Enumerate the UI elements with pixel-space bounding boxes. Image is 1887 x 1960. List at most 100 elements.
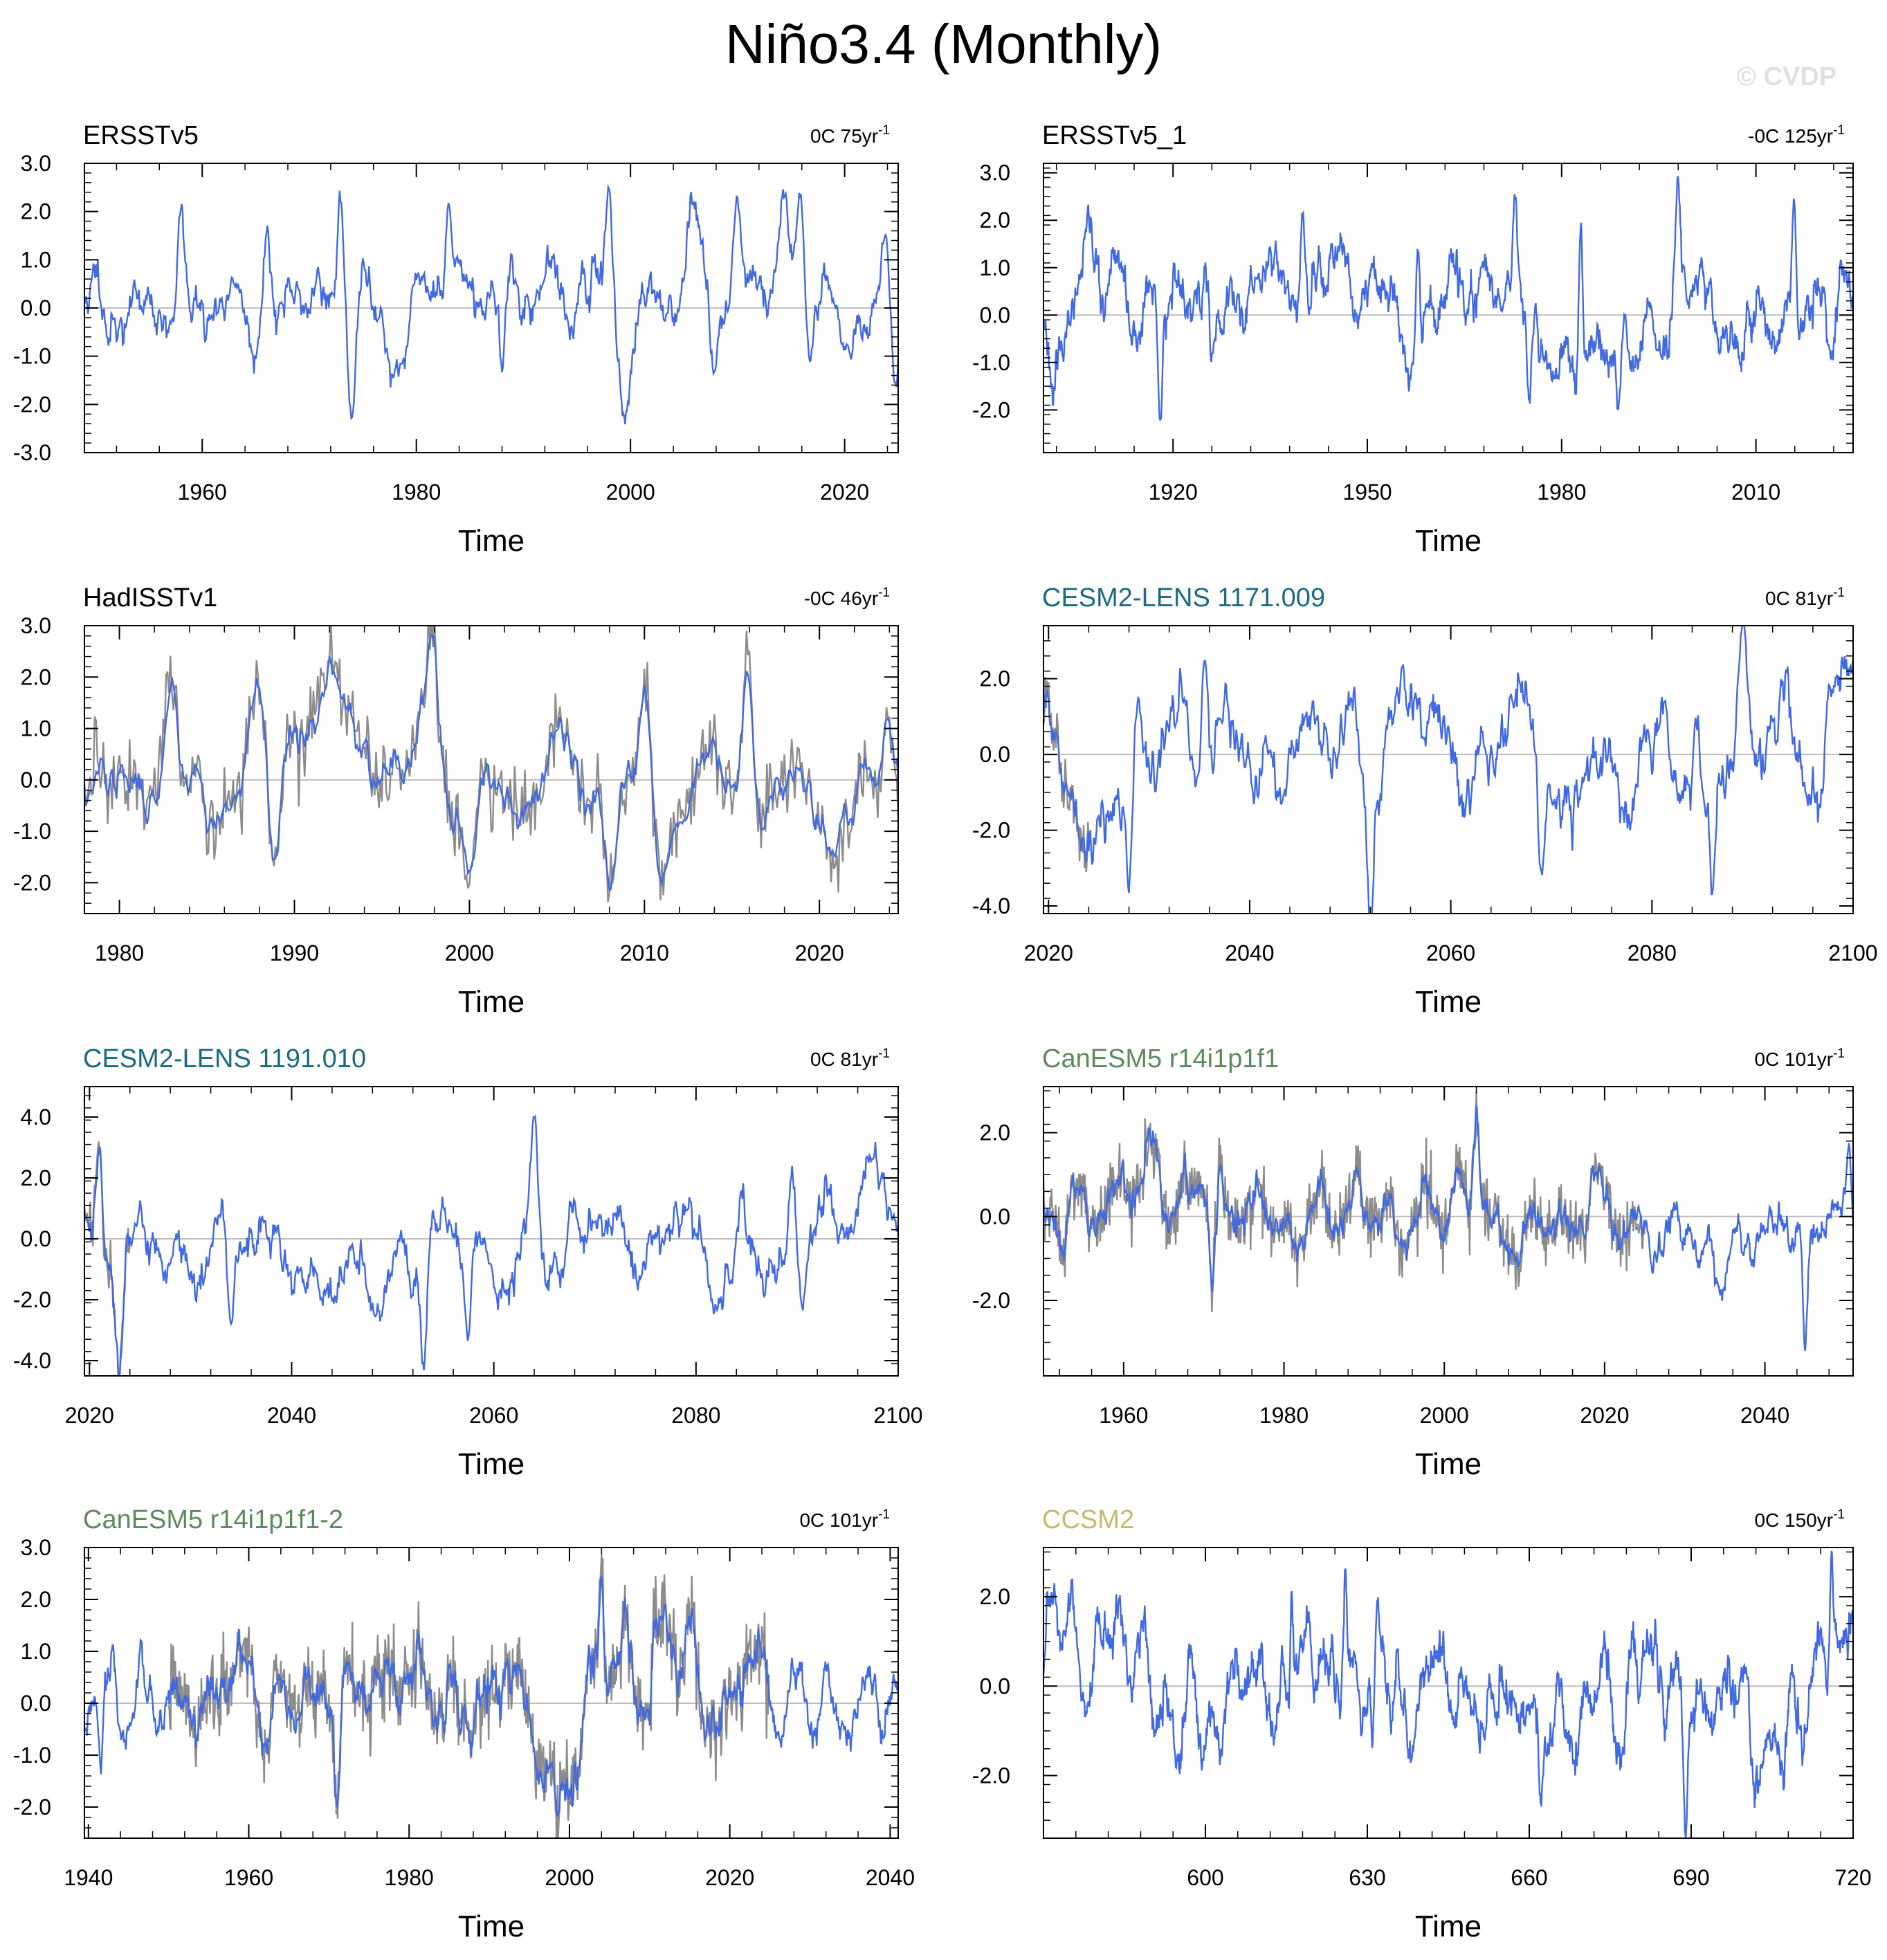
chart-panel: ERSSTv5 0C 75yr-1 -3.0 -2.0 -1.0 0.0 1.0 2.0 3.0… — [13, 121, 899, 558]
panel-title: ERSSTv5_1 — [1042, 121, 1187, 150]
trend-superscript: -1 — [878, 586, 890, 600]
x-tick-label: 600 — [1187, 1865, 1223, 1890]
model-series-line — [1043, 1550, 1853, 1838]
model-series-line — [1043, 1105, 1853, 1351]
y-tick-label: 0.0 — [980, 742, 1010, 767]
x-tick-label: 2020 — [820, 480, 869, 505]
x-tick-label: 2060 — [469, 1403, 518, 1428]
series-group — [1043, 176, 1853, 422]
trend-value: 0C 81yr — [810, 1049, 878, 1070]
model-series-line — [1043, 176, 1853, 422]
x-tick-label: 2000 — [545, 1865, 594, 1890]
x-tick-label: 1950 — [1342, 480, 1392, 505]
y-tick-label: -3.0 — [13, 440, 51, 465]
trend-superscript: -1 — [1833, 1046, 1845, 1061]
model-series-line — [84, 1114, 898, 1376]
plot-frame — [1043, 163, 1854, 453]
x-tick-label: 1940 — [64, 1865, 113, 1890]
x-tick-label: 2020 — [1024, 941, 1073, 965]
trend-value: 0C 101yr — [1754, 1049, 1833, 1070]
x-tick-label: 2000 — [606, 480, 655, 505]
y-tick-label: 0.0 — [980, 1673, 1010, 1698]
trend-superscript: -1 — [1833, 123, 1845, 138]
watermark: © CVDP — [1737, 62, 1837, 91]
x-tick-label: 630 — [1349, 1865, 1385, 1890]
model-series-line — [1043, 626, 1853, 914]
x-axis-label: Time — [458, 985, 525, 1019]
y-tick-label: -2.0 — [13, 392, 51, 417]
x-tick-label: 690 — [1672, 1865, 1709, 1890]
x-tick-label: 1980 — [392, 480, 441, 505]
y-tick-label: 0.0 — [980, 1204, 1010, 1229]
y-tick-label: -1.0 — [13, 819, 51, 844]
panel-title: CCSM2 — [1042, 1505, 1134, 1534]
y-tick-label: 2.0 — [980, 666, 1010, 691]
figure-title: Niño3.4 (Monthly) — [724, 13, 1163, 75]
y-tick-label: 2.0 — [21, 1165, 51, 1190]
chart-panel: CESM2-LENS 1191.010 0C 81yr-1 -4.0 -2.0 0.0 2… — [13, 1044, 923, 1481]
x-tick-label: 1980 — [1537, 480, 1586, 505]
trend-value: 0C 150yr — [1754, 1509, 1833, 1531]
model-series-line — [84, 1576, 898, 1817]
plot-frame — [84, 625, 899, 914]
trend-superscript: -1 — [1833, 586, 1845, 600]
x-tick-label: 2040 — [267, 1403, 316, 1428]
panel-title: CESM2-LENS 1191.010 — [83, 1044, 366, 1073]
trend-superscript: -1 — [878, 1046, 890, 1061]
x-axis-label: Time — [458, 1909, 525, 1943]
trend-label: -0C 125yr-1 — [1748, 123, 1845, 147]
y-tick-label: -2.0 — [972, 1288, 1010, 1313]
trend-value: 0C 75yr — [810, 125, 878, 147]
y-tick-label: -4.0 — [13, 1348, 51, 1373]
plot-frame — [84, 1086, 899, 1377]
y-tick-label: -2.0 — [13, 1287, 51, 1312]
series-group — [84, 184, 898, 425]
x-tick-label: 1960 — [178, 480, 227, 505]
y-tick-label: 2.0 — [21, 199, 51, 224]
x-tick-label: 2020 — [1580, 1403, 1629, 1428]
y-tick-label: 3.0 — [21, 613, 51, 638]
trend-superscript: -1 — [1833, 1507, 1845, 1522]
plot-frame — [1043, 1547, 1854, 1839]
y-tick-label: 2.0 — [980, 1120, 1010, 1145]
x-tick-label: 1990 — [270, 941, 319, 965]
x-tick-label: 2080 — [671, 1403, 720, 1428]
x-axis-label: Time — [458, 1447, 525, 1481]
x-tick-label: 2040 — [1740, 1403, 1789, 1428]
trend-label: -0C 46yr-1 — [804, 586, 890, 609]
x-tick-label: 2000 — [445, 941, 494, 965]
x-tick-label: 2040 — [1225, 941, 1274, 965]
y-tick-label: 2.0 — [980, 1584, 1010, 1609]
y-tick-label: 3.0 — [21, 1535, 51, 1560]
x-tick-label: 2080 — [1628, 941, 1677, 965]
y-tick-label: 0.0 — [21, 1226, 51, 1251]
panel-title: HadISSTv1 — [83, 583, 217, 612]
y-tick-label: -2.0 — [972, 397, 1010, 422]
series-group — [1043, 626, 1853, 914]
x-tick-label: 1980 — [95, 941, 144, 965]
series-group — [1043, 1091, 1853, 1351]
trend-label: 0C 81yr-1 — [1765, 586, 1845, 609]
y-tick-label: 4.0 — [21, 1105, 51, 1129]
x-tick-label: 720 — [1834, 1865, 1871, 1890]
series-group — [1043, 1550, 1853, 1838]
trend-value: -0C 125yr — [1748, 125, 1833, 147]
observed-series-line — [1043, 677, 1090, 872]
trend-label: 0C 81yr-1 — [810, 1046, 890, 1070]
trend-value: 0C 101yr — [799, 1509, 878, 1531]
x-tick-label: 2100 — [1828, 941, 1877, 965]
x-tick-label: 2020 — [65, 1403, 114, 1428]
y-tick-label: 2.0 — [21, 664, 51, 689]
x-tick-label: 1980 — [385, 1865, 434, 1890]
x-tick-label: 1960 — [1099, 1403, 1148, 1428]
trend-value: -0C 46yr — [804, 588, 878, 609]
y-tick-label: -2.0 — [13, 1795, 51, 1820]
y-tick-label: 1.0 — [21, 1639, 51, 1664]
x-tick-label: 2060 — [1426, 941, 1475, 965]
chart-panel: CESM2-LENS 1171.009 0C 81yr-1 -4.0 -2.0 0.0 2… — [972, 583, 1878, 1019]
x-tick-label: 1980 — [1259, 1403, 1309, 1428]
x-tick-label: 660 — [1511, 1865, 1547, 1890]
x-tick-label: 2020 — [795, 941, 844, 965]
plot-frame — [1043, 1086, 1854, 1377]
